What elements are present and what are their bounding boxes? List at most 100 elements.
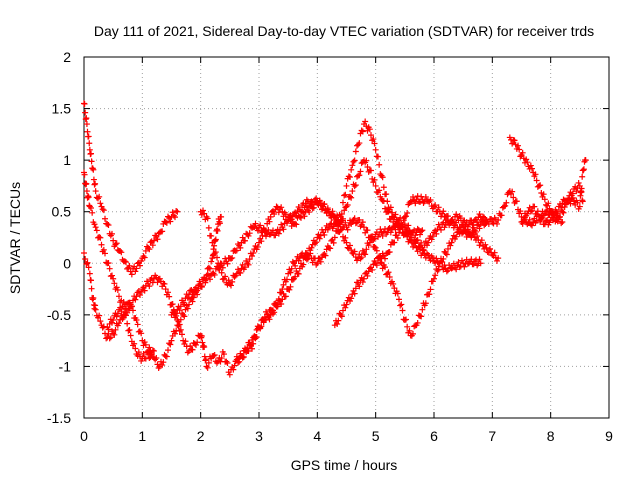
data-point [352,220,359,227]
data-point [280,281,287,288]
data-point [163,219,170,226]
data-point [476,211,483,218]
data-point [116,293,122,300]
data-point [212,236,219,243]
data-point [133,265,140,272]
data-point [85,194,92,201]
data-point [348,166,355,173]
data-point [96,312,103,319]
data-point [431,275,437,282]
data-point [350,158,357,165]
data-point [498,212,505,219]
data-point [343,239,350,246]
data-point [285,216,292,223]
data-point [376,187,383,194]
data-point [431,203,437,210]
data-point [189,298,196,305]
data-point [313,195,320,202]
data-point [124,309,131,316]
data-point [205,264,212,271]
data-point [448,239,455,246]
data-point [88,285,95,292]
data-point [280,226,287,233]
data-point [282,293,289,300]
x-tick-label: 7 [488,428,496,444]
data-point [326,224,332,231]
data-point [509,188,516,195]
data-point [420,246,427,253]
data-point [249,252,255,259]
data-point [172,214,178,221]
x-tick-label: 8 [547,428,555,444]
data-point [90,294,97,301]
data-point [288,216,295,223]
data-point [148,351,155,358]
y-tick-label: -1 [59,358,72,374]
data-point [405,222,412,229]
x-tick-label: 0 [80,428,88,444]
data-point [335,228,342,235]
data-point [334,212,341,219]
data-point [154,236,161,243]
data-point [210,352,217,359]
y-tick-label: -1.5 [47,410,71,426]
data-point [538,216,545,223]
data-point [322,252,329,259]
data-point [401,213,408,220]
data-point [403,213,409,220]
data-point [356,172,363,179]
data-point [92,180,99,187]
data-point [205,359,212,366]
data-point [142,355,149,362]
data-point [351,248,358,255]
data-point [317,232,324,239]
data-point [89,209,96,216]
x-tick-label: 6 [430,428,438,444]
data-point [516,146,523,153]
data-point [533,217,540,224]
data-point [349,188,356,195]
data-point [477,260,484,267]
data-point [509,140,516,147]
data-point [425,252,432,259]
data-point [306,202,313,209]
data-point [345,173,352,180]
data-point [141,254,148,261]
data-point [113,240,120,247]
data-point [574,199,581,206]
data-point [366,126,373,133]
data-point [523,156,530,163]
data-point [445,213,451,220]
data-point [410,193,416,200]
data-point [169,301,176,308]
data-point [534,208,541,215]
x-tick-label: 9 [605,428,613,444]
data-point [456,224,463,231]
data-point [554,210,561,217]
data-point [138,289,145,296]
data-point [414,319,421,326]
data-point [107,334,114,341]
data-point [214,227,221,234]
data-point [260,225,267,232]
data-point [110,237,117,244]
data-point [125,299,132,306]
data-point [308,244,315,251]
data-point [483,244,490,251]
data-point [209,239,216,246]
data-point [550,217,556,224]
data-point [579,173,586,180]
data-point [246,230,253,237]
data-point [249,345,255,352]
data-point [453,233,460,240]
data-point [540,191,547,198]
data-point [526,216,533,223]
data-point [174,317,181,324]
data-point [461,263,468,270]
data-point [415,198,422,205]
y-tick-label: 0 [63,255,71,271]
data-point [408,234,415,241]
data-point [495,216,502,223]
data-point [88,277,94,284]
data-point [110,317,117,324]
